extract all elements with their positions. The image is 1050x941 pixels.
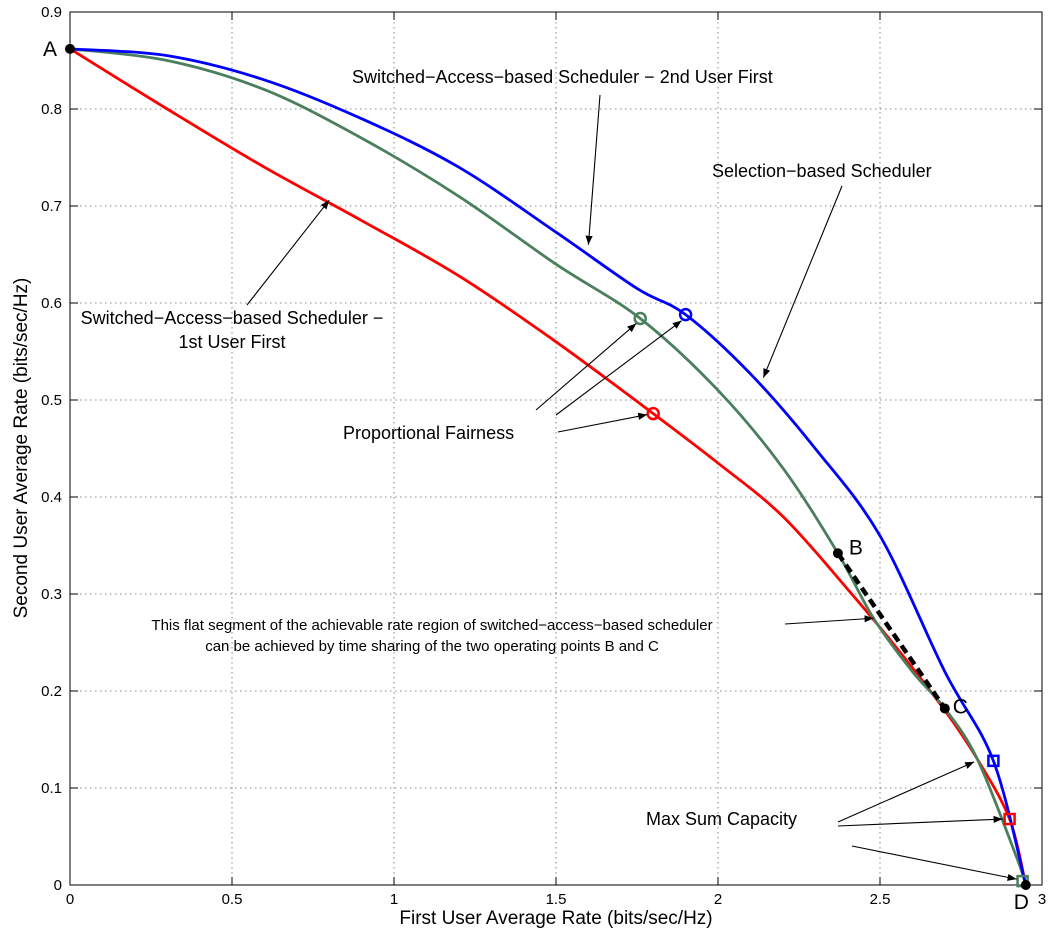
annotation-sa-2nd: Switched−Access−based Scheduler − 2nd Us… [352, 67, 773, 87]
y-tick-label: 0.5 [41, 392, 62, 409]
y-tick-label: 0.7 [41, 198, 62, 215]
y-tick-label: 0.4 [41, 489, 62, 506]
selection-based-scheduler-line [69, 47, 1028, 886]
annotation-flat-segment-line1: This flat segment of the achievable rate… [151, 617, 712, 634]
arrow-pf-green [535, 323, 637, 411]
proportional-fairness-marker [633, 311, 647, 326]
arrow-sa-1st-user-first [246, 199, 330, 306]
y-tick-label: 0.3 [41, 586, 62, 603]
y-tick-label: 0.2 [41, 683, 62, 700]
y-tick-label: 0.8 [41, 101, 62, 118]
x-tick-label: 0.5 [222, 891, 243, 908]
arrow-flat-segment [784, 615, 874, 625]
point-label-a: A [43, 38, 57, 61]
max-sum-capacity-marker [987, 754, 1000, 768]
annotation-sa-1st-line1: Switched−Access−based Scheduler − [81, 308, 384, 328]
proportional-fairness-marker [678, 307, 693, 322]
x-tick-label: 0 [66, 891, 74, 908]
y-tick-label: 0.6 [41, 295, 62, 312]
grid [70, 12, 1042, 885]
switched-access-2nd-user-first-line [69, 47, 1028, 886]
axis-ticks: 0 0.5 1 1.5 2 2.5 3 0 0.1 0.2 0.3 0.4 0.5 0.6 0.7 0.8 0.… [41, 4, 1046, 908]
x-axis-title: First User Average Rate (bits/sec/Hz) [399, 908, 712, 929]
y-tick-label: 0 [54, 877, 62, 894]
proportional-fairness-marker [646, 406, 660, 421]
flat-segment-dashed-line [836, 551, 947, 710]
annotation-max-sum-capacity: Max Sum Capacity [646, 809, 797, 829]
annotation-proportional-fairness: Proportional Fairness [343, 423, 514, 443]
x-tick-label: 2.5 [870, 891, 891, 908]
max-sum-capacity-marker [1003, 812, 1016, 826]
point-label-c: C [953, 695, 968, 718]
markers [65, 43, 1031, 890]
x-tick-label: 2 [714, 891, 722, 908]
annotation-arrows [246, 94, 1017, 881]
y-axis-title: Second User Average Rate (bits/sec/Hz) [11, 278, 32, 619]
x-tick-label: 1 [390, 891, 398, 908]
arrow-pf-red [557, 412, 648, 433]
arrow-pf-blue [555, 320, 682, 416]
operating-point-c [939, 703, 950, 714]
annotation-flat-segment-line2: can be achieved by time sharing of the t… [205, 638, 659, 655]
point-label-d: D [1014, 891, 1029, 914]
arrow-selection-based [762, 185, 843, 378]
annotation-selection: Selection−based Scheduler [712, 161, 932, 181]
annotation-sa-1st-line2: 1st User First [178, 332, 285, 352]
arrow-msc-red [837, 815, 1003, 827]
operating-point-a [65, 43, 75, 54]
point-labels: A B C D [43, 38, 1029, 914]
operating-point-b [832, 548, 843, 559]
arrow-msc-green [837, 761, 975, 823]
series-lines [69, 47, 1028, 886]
x-tick-label: 1.5 [546, 891, 567, 908]
arrow-sa-2nd-user-first [585, 94, 601, 245]
arrow-msc-d [851, 845, 1017, 881]
x-tick-label: 3 [1038, 891, 1046, 908]
switched-access-1st-user-first-line [69, 47, 1028, 886]
point-label-b: B [849, 536, 863, 559]
operating-point-d [1020, 880, 1031, 890]
y-tick-label: 0.9 [41, 4, 62, 21]
y-tick-label: 0.1 [41, 780, 62, 797]
